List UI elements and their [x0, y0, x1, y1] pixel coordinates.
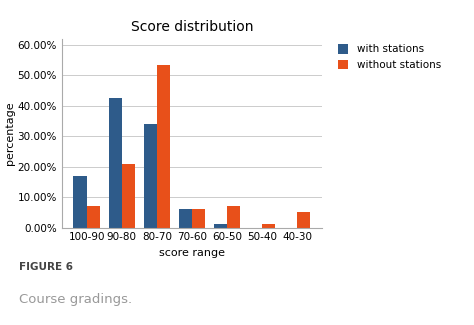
Bar	[109, 98, 122, 228]
Bar	[73, 176, 87, 228]
Bar	[87, 206, 100, 227]
Y-axis label: percentage: percentage	[5, 101, 15, 165]
Bar	[297, 212, 310, 227]
Text: FIGURE 6: FIGURE 6	[19, 262, 73, 272]
Bar	[214, 225, 227, 228]
Title: Score distribution: Score distribution	[131, 20, 253, 34]
Bar	[157, 65, 170, 227]
Legend: with stations, without stations: with stations, without stations	[338, 44, 441, 70]
Bar	[144, 124, 157, 228]
Bar	[192, 209, 205, 228]
Bar	[122, 164, 135, 228]
Bar	[262, 225, 275, 228]
Text: Course gradings.: Course gradings.	[19, 292, 132, 306]
Bar	[227, 206, 240, 227]
X-axis label: score range: score range	[159, 248, 225, 258]
Bar	[179, 209, 192, 228]
